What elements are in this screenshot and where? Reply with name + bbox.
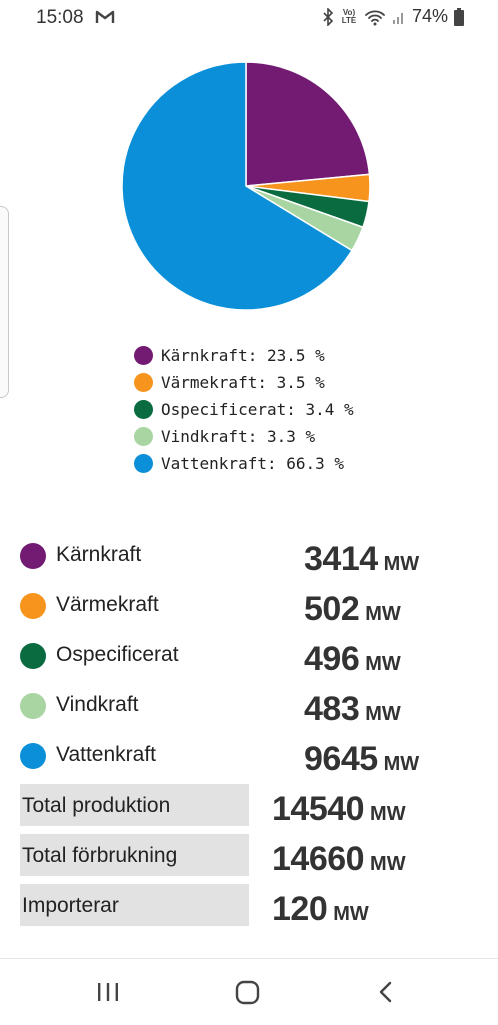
unit-label: MW [383, 553, 420, 575]
volte-lte-icon: Vo) LTE [341, 7, 357, 25]
source-value: 9645 MW [304, 740, 420, 778]
source-color-dot [20, 693, 46, 719]
pie-slice-vattenkraft [121, 61, 353, 311]
total-row: Total produktion 14540 MW [0, 780, 498, 830]
signal-icon [392, 12, 403, 24]
production-row: Vindkraft 483 MW [0, 680, 498, 730]
pie-chart [121, 61, 371, 311]
total-value: 14540 MW [272, 790, 406, 828]
source-value: 483 MW [304, 690, 401, 728]
gmail-icon [95, 10, 115, 23]
navigation-bar [0, 958, 498, 1025]
unit-label: MW [370, 803, 406, 825]
source-value: 496 MW [304, 640, 401, 678]
unit-label: MW [370, 853, 406, 875]
unit-label: MW [365, 703, 401, 725]
total-row: Importerar 120 MW [0, 880, 498, 930]
unit-label: MW [383, 753, 420, 775]
recent-apps-icon [98, 983, 118, 1001]
legend-color-dot [134, 400, 153, 419]
source-color-dot [20, 743, 46, 769]
source-name: Vattenkraft [56, 743, 156, 766]
unit-label: MW [365, 653, 401, 675]
total-label: Total förbrukning [20, 834, 249, 876]
source-color-dot [20, 543, 46, 569]
status-time: 15:08 [36, 7, 84, 28]
source-color-dot [20, 643, 46, 669]
home-button[interactable] [218, 959, 278, 1025]
edge-panel-handle[interactable] [0, 206, 9, 398]
production-row: Kärnkraft 3414 MW [0, 530, 498, 580]
legend-label: Ospecificerat: 3.4 % [161, 400, 354, 419]
total-value: 14660 MW [272, 840, 406, 878]
legend-color-dot [134, 346, 153, 365]
recent-apps-button[interactable] [78, 959, 138, 1025]
source-value: 502 MW [304, 590, 401, 628]
wifi-icon [365, 10, 385, 25]
legend-label: Vattenkraft: 66.3 % [161, 454, 345, 473]
legend-item: Vindkraft: 3.3 % [134, 423, 354, 450]
source-name: Ospecificerat [56, 643, 179, 666]
legend-item: Värmekraft: 3.5 % [134, 369, 354, 396]
battery-percent: 74% [411, 6, 448, 26]
unit-label: MW [333, 903, 369, 925]
total-value: 120 MW [272, 890, 369, 928]
legend-label: Kärnkraft: 23.5 % [161, 346, 325, 365]
status-bar: 15:08 Vo) LTE 74% [0, 0, 498, 36]
legend-color-dot [134, 373, 153, 392]
source-name: Kärnkraft [56, 543, 142, 566]
legend-item: Kärnkraft: 23.5 % [134, 342, 354, 369]
legend-label: Vindkraft: 3.3 % [161, 427, 316, 446]
production-row: Värmekraft 502 MW [0, 580, 498, 630]
battery-icon [454, 7, 464, 26]
production-row: Vattenkraft 9645 MW [0, 730, 498, 780]
total-row: Total förbrukning 14660 MW [0, 830, 498, 880]
source-name: Vindkraft [56, 693, 139, 716]
pie-legend: Kärnkraft: 23.5 % Värmekraft: 3.5 % Ospeci… [134, 342, 354, 477]
pie-slice-kärnkraft [245, 61, 371, 187]
total-label: Importerar [20, 884, 249, 926]
back-button[interactable] [356, 959, 416, 1025]
source-value: 3414 MW [304, 540, 420, 578]
back-icon [379, 981, 392, 1003]
source-name: Värmekraft [56, 593, 159, 616]
legend-color-dot [134, 427, 153, 446]
source-color-dot [20, 593, 46, 619]
legend-label: Värmekraft: 3.5 % [161, 373, 325, 392]
legend-item: Vattenkraft: 66.3 % [134, 450, 354, 477]
unit-label: MW [365, 603, 401, 625]
legend-item: Ospecificerat: 3.4 % [134, 396, 354, 423]
home-icon [235, 980, 260, 1005]
production-row: Ospecificerat 496 MW [0, 630, 498, 680]
total-label: Total produktion [20, 784, 249, 826]
legend-color-dot [134, 454, 153, 473]
bluetooth-icon [323, 7, 334, 26]
